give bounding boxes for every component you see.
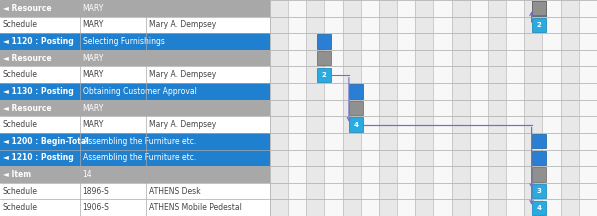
Text: MARY: MARY bbox=[82, 54, 104, 63]
Text: Schedule: Schedule bbox=[3, 120, 38, 129]
Bar bbox=[451, 0, 470, 216]
Bar bbox=[0, 0, 270, 17]
Text: MARY: MARY bbox=[82, 120, 104, 129]
Text: ◄ Resource: ◄ Resource bbox=[3, 4, 51, 13]
Bar bbox=[0, 133, 270, 149]
Bar bbox=[0, 100, 270, 116]
Text: ◄ Resource: ◄ Resource bbox=[3, 54, 51, 63]
Bar bbox=[270, 0, 288, 216]
Text: 4: 4 bbox=[353, 122, 358, 128]
Bar bbox=[343, 0, 361, 216]
Text: 2: 2 bbox=[537, 22, 541, 28]
Text: 2: 2 bbox=[322, 72, 327, 78]
Bar bbox=[579, 0, 597, 216]
Text: Schedule: Schedule bbox=[3, 70, 38, 79]
Bar bbox=[317, 51, 331, 65]
Bar bbox=[531, 167, 546, 182]
Bar bbox=[543, 0, 561, 216]
Bar bbox=[531, 184, 546, 198]
Bar bbox=[379, 0, 397, 216]
Text: Mary A. Dempsey: Mary A. Dempsey bbox=[149, 21, 216, 29]
Bar bbox=[531, 18, 546, 32]
Bar bbox=[317, 68, 331, 82]
Text: ◄ Resource: ◄ Resource bbox=[3, 103, 51, 113]
Bar bbox=[531, 151, 546, 165]
Text: Schedule: Schedule bbox=[3, 187, 38, 195]
Bar bbox=[531, 1, 546, 16]
Bar bbox=[0, 149, 270, 166]
Text: 3: 3 bbox=[536, 188, 541, 194]
Text: Obtaining Customer Approval: Obtaining Customer Approval bbox=[82, 87, 196, 96]
Bar bbox=[0, 17, 270, 33]
Bar bbox=[324, 0, 343, 216]
Bar bbox=[0, 50, 270, 67]
Text: Selecting Furnishings: Selecting Furnishings bbox=[82, 37, 164, 46]
Bar bbox=[0, 33, 270, 50]
Text: MARY: MARY bbox=[82, 21, 104, 29]
Bar bbox=[0, 199, 270, 216]
Text: ATHENS Desk: ATHENS Desk bbox=[149, 187, 201, 195]
Bar bbox=[433, 0, 451, 216]
Text: Assembling the Furniture etc.: Assembling the Furniture etc. bbox=[82, 153, 196, 162]
Bar bbox=[531, 134, 546, 148]
Bar bbox=[531, 1, 546, 16]
Bar bbox=[531, 200, 546, 215]
Text: Schedule: Schedule bbox=[3, 203, 38, 212]
Bar bbox=[561, 0, 579, 216]
Text: ◄ 1210 : Posting: ◄ 1210 : Posting bbox=[3, 153, 74, 162]
Text: 1906-S: 1906-S bbox=[82, 203, 109, 212]
Text: MARY: MARY bbox=[82, 103, 104, 113]
Text: ◄ Item: ◄ Item bbox=[3, 170, 31, 179]
Text: 4: 4 bbox=[536, 205, 541, 211]
Bar bbox=[524, 0, 543, 216]
Bar bbox=[306, 0, 324, 216]
Bar bbox=[531, 1, 546, 16]
Bar bbox=[0, 116, 270, 133]
Text: Assembling the Furniture etc.: Assembling the Furniture etc. bbox=[82, 137, 196, 146]
Text: MARY: MARY bbox=[82, 70, 104, 79]
Bar bbox=[317, 34, 331, 49]
Text: Mary A. Dempsey: Mary A. Dempsey bbox=[149, 120, 216, 129]
Bar bbox=[397, 0, 416, 216]
Bar bbox=[349, 84, 362, 98]
Bar bbox=[470, 0, 488, 216]
Bar bbox=[488, 0, 506, 216]
Bar bbox=[0, 67, 270, 83]
Bar bbox=[288, 0, 306, 216]
Text: ◄ 1200 : Begin-Total: ◄ 1200 : Begin-Total bbox=[3, 137, 89, 146]
Text: ◄ 1120 : Posting: ◄ 1120 : Posting bbox=[3, 37, 74, 46]
Text: ◄ 1130 : Posting: ◄ 1130 : Posting bbox=[3, 87, 74, 96]
Bar bbox=[0, 166, 270, 183]
Bar bbox=[0, 83, 270, 100]
Bar bbox=[361, 0, 379, 216]
Bar bbox=[349, 118, 362, 132]
Text: Mary A. Dempsey: Mary A. Dempsey bbox=[149, 70, 216, 79]
Bar bbox=[0, 183, 270, 199]
Bar bbox=[506, 0, 524, 216]
Text: MARY: MARY bbox=[82, 4, 104, 13]
Text: 1896-S: 1896-S bbox=[82, 187, 109, 195]
Bar bbox=[349, 101, 362, 115]
Bar bbox=[416, 0, 433, 216]
Text: ATHENS Mobile Pedestal: ATHENS Mobile Pedestal bbox=[149, 203, 242, 212]
Text: 14: 14 bbox=[82, 170, 92, 179]
Text: Schedule: Schedule bbox=[3, 21, 38, 29]
